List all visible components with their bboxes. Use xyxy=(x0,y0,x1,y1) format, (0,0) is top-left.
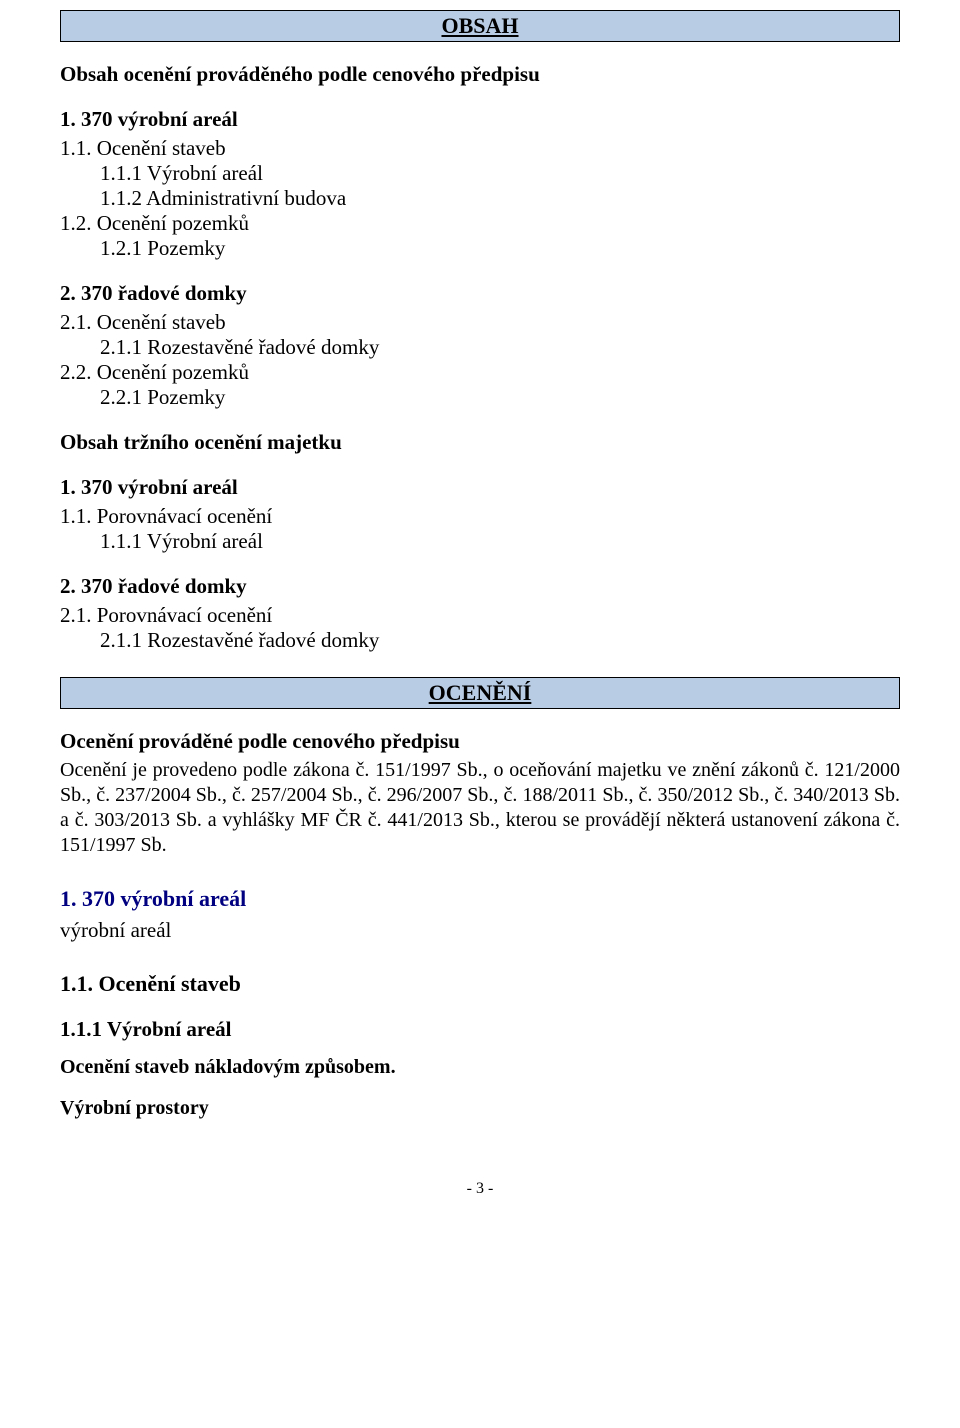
toc-1-2: 1.2. Ocenění pozemků xyxy=(60,211,900,236)
toc-1-1-1: 1.1.1 Výrobní areál xyxy=(60,161,900,186)
toc-trzni-h: Obsah tržního ocenění majetku xyxy=(60,430,900,455)
header-obsah: OBSAH xyxy=(60,10,900,42)
toc-1-1: 1.1. Ocenění staveb xyxy=(60,136,900,161)
toc-1-1-2: 1.1.2 Administrativní budova xyxy=(60,186,900,211)
oceneni-1-1-h: 1.1. Ocenění staveb xyxy=(60,971,900,997)
oceneni-subh: Ocenění prováděné podle cenového předpis… xyxy=(60,729,900,754)
oceneni-1-1-1-h: 1.1.1 Výrobní areál xyxy=(60,1017,900,1042)
toc-2-1-1: 2.1.1 Rozestavěné řadové domky xyxy=(60,335,900,360)
toc-t2-h: 2. 370 řadové domky xyxy=(60,574,900,599)
oceneni-1-sub: výrobní areál xyxy=(60,918,900,943)
oceneni-para: Ocenění je provedeno podle zákona č. 151… xyxy=(60,758,900,858)
toc-1-h: 1. 370 výrobní areál xyxy=(60,107,900,132)
toc-t2-1: 2.1. Porovnávací ocenění xyxy=(60,603,900,628)
oceneni-prostory: Výrobní prostory xyxy=(60,1097,900,1120)
toc-t1-1-1: 1.1.1 Výrobní areál xyxy=(60,529,900,554)
toc-2-2: 2.2. Ocenění pozemků xyxy=(60,360,900,385)
toc-2-1: 2.1. Ocenění staveb xyxy=(60,310,900,335)
toc-t2-1-1: 2.1.1 Rozestavěné řadové domky xyxy=(60,628,900,653)
oceneni-method: Ocenění staveb nákladovým způsobem. xyxy=(60,1056,900,1079)
toc-2-h: 2. 370 řadové domky xyxy=(60,281,900,306)
toc-t1-1: 1.1. Porovnávací ocenění xyxy=(60,504,900,529)
oceneni-1-h: 1. 370 výrobní areál xyxy=(60,886,900,912)
toc-t1-h: 1. 370 výrobní areál xyxy=(60,475,900,500)
header-oceneni: OCENĚNÍ xyxy=(60,677,900,709)
page-number: - 3 - xyxy=(60,1180,900,1198)
toc-1-2-1: 1.2.1 Pozemky xyxy=(60,236,900,261)
toc-2-2-1: 2.2.1 Pozemky xyxy=(60,385,900,410)
obsah-intro: Obsah ocenění prováděného podle cenového… xyxy=(60,62,900,87)
